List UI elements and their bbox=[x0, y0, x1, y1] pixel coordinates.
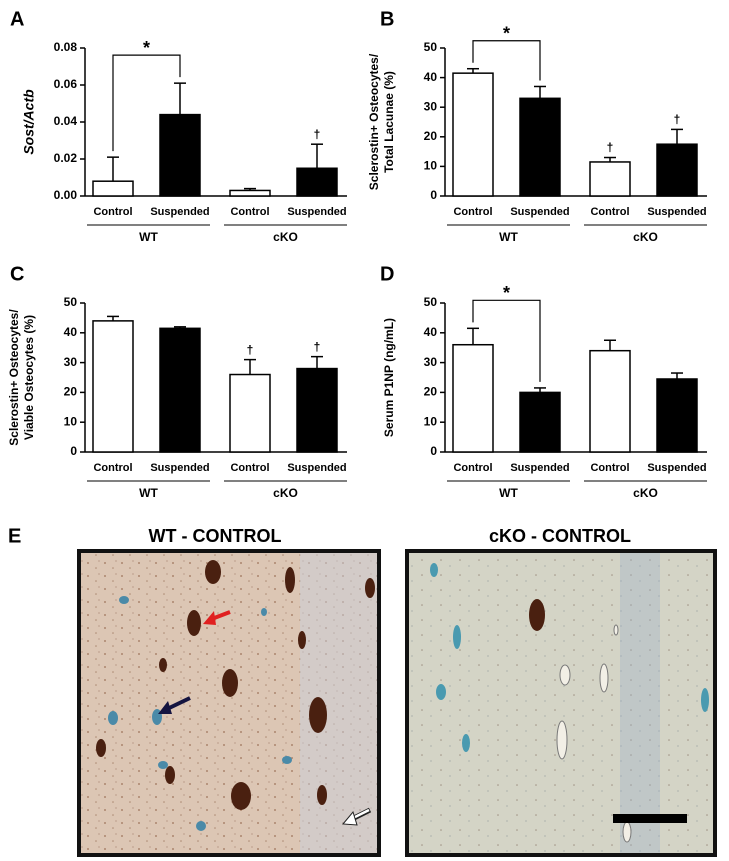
y-tick-label: 0.02 bbox=[54, 151, 78, 165]
panel-e: E WT - CONTROL cKO - CONTROL bbox=[8, 525, 717, 857]
x-tick-label: Suspended bbox=[647, 206, 706, 218]
y-tick-label: 10 bbox=[424, 159, 438, 173]
y-tick-label: 0.06 bbox=[54, 77, 78, 91]
bar bbox=[589, 349, 631, 453]
x-tick-label: Control bbox=[230, 206, 269, 218]
group-label: WT bbox=[499, 230, 518, 244]
y-tick-label: 0.08 bbox=[54, 40, 78, 54]
panel-label: C bbox=[10, 263, 24, 285]
y-tick-label: 30 bbox=[64, 355, 78, 369]
micrograph bbox=[77, 549, 381, 857]
significance-label: * bbox=[503, 23, 510, 43]
x-tick-label: Control bbox=[453, 206, 492, 218]
panel-label: B bbox=[380, 8, 394, 30]
y-tick-label: 30 bbox=[424, 99, 438, 113]
dagger: † bbox=[314, 127, 321, 141]
y-axis-label: Sclerostin+ Osteocytes/ bbox=[7, 309, 21, 446]
y-tick-label: 0 bbox=[430, 188, 437, 202]
bar bbox=[296, 367, 338, 453]
dagger: † bbox=[314, 340, 321, 354]
significance-bracket bbox=[472, 299, 541, 382]
dagger: † bbox=[247, 343, 254, 357]
y-axis-label: Serum P1NP (ng/mL) bbox=[382, 318, 396, 437]
panel-label: A bbox=[10, 8, 24, 30]
bar bbox=[229, 373, 271, 453]
group-label: cKO bbox=[633, 486, 658, 500]
x-tick-label: Suspended bbox=[287, 206, 346, 218]
y-tick-label: 20 bbox=[424, 385, 438, 399]
significance-bracket bbox=[472, 40, 541, 81]
x-tick-label: Suspended bbox=[150, 206, 209, 218]
bar bbox=[452, 343, 494, 453]
significance-label: * bbox=[503, 283, 510, 303]
y-tick-label: 0.04 bbox=[54, 114, 78, 128]
x-tick-label: Control bbox=[93, 206, 132, 218]
bar bbox=[656, 143, 698, 197]
dagger: † bbox=[674, 113, 681, 127]
y-axis-label: Viable Osteocytes (%) bbox=[22, 315, 36, 440]
bar bbox=[452, 72, 494, 197]
y-tick-label: 0 bbox=[70, 444, 77, 458]
x-tick-label: Control bbox=[590, 462, 629, 474]
bar bbox=[92, 320, 134, 453]
x-tick-label: Control bbox=[93, 462, 132, 474]
panel-label: D bbox=[380, 263, 394, 285]
bar bbox=[296, 167, 338, 197]
y-tick-label: 0.00 bbox=[54, 188, 78, 202]
x-tick-label: Suspended bbox=[510, 206, 569, 218]
bar bbox=[519, 391, 561, 453]
x-tick-label: Suspended bbox=[150, 462, 209, 474]
x-tick-label: Suspended bbox=[647, 462, 706, 474]
y-tick-label: 20 bbox=[64, 385, 78, 399]
x-tick-label: Suspended bbox=[510, 462, 569, 474]
group-label: WT bbox=[139, 486, 158, 500]
image-title: WT - CONTROL bbox=[149, 526, 282, 546]
group-label: cKO bbox=[273, 230, 298, 244]
y-tick-label: 40 bbox=[64, 325, 78, 339]
y-tick-label: 50 bbox=[64, 295, 78, 309]
significance-label: * bbox=[143, 38, 150, 58]
y-tick-label: 50 bbox=[424, 40, 438, 54]
group-label: WT bbox=[139, 230, 158, 244]
dagger: † bbox=[607, 141, 614, 155]
y-tick-label: 40 bbox=[424, 70, 438, 84]
bar bbox=[159, 327, 201, 453]
bar bbox=[656, 378, 698, 453]
y-tick-label: 10 bbox=[64, 414, 78, 428]
y-axis-label: Sost/Actb bbox=[21, 89, 37, 155]
group-label: WT bbox=[499, 486, 518, 500]
y-tick-label: 20 bbox=[424, 129, 438, 143]
y-tick-label: 0 bbox=[430, 444, 437, 458]
y-axis-label: Sclerostin+ Osteocytes/ bbox=[367, 53, 381, 190]
y-tick-label: 40 bbox=[424, 325, 438, 339]
group-label: cKO bbox=[633, 230, 658, 244]
bar bbox=[92, 180, 134, 197]
y-tick-label: 30 bbox=[424, 355, 438, 369]
x-tick-label: Control bbox=[230, 462, 269, 474]
image-title: cKO - CONTROL bbox=[489, 526, 631, 546]
y-tick-label: 50 bbox=[424, 295, 438, 309]
x-tick-label: Control bbox=[590, 206, 629, 218]
x-tick-label: Control bbox=[453, 462, 492, 474]
group-label: cKO bbox=[273, 486, 298, 500]
panel-label: E bbox=[8, 525, 21, 547]
bar bbox=[589, 161, 631, 197]
x-tick-label: Suspended bbox=[287, 462, 346, 474]
y-tick-label: 10 bbox=[424, 414, 438, 428]
micrograph bbox=[405, 549, 717, 857]
bar bbox=[519, 97, 561, 197]
significance-bracket bbox=[112, 54, 181, 152]
bar bbox=[229, 189, 271, 197]
bar bbox=[159, 113, 201, 197]
y-axis-label: Total Lacunae (%) bbox=[382, 71, 396, 173]
